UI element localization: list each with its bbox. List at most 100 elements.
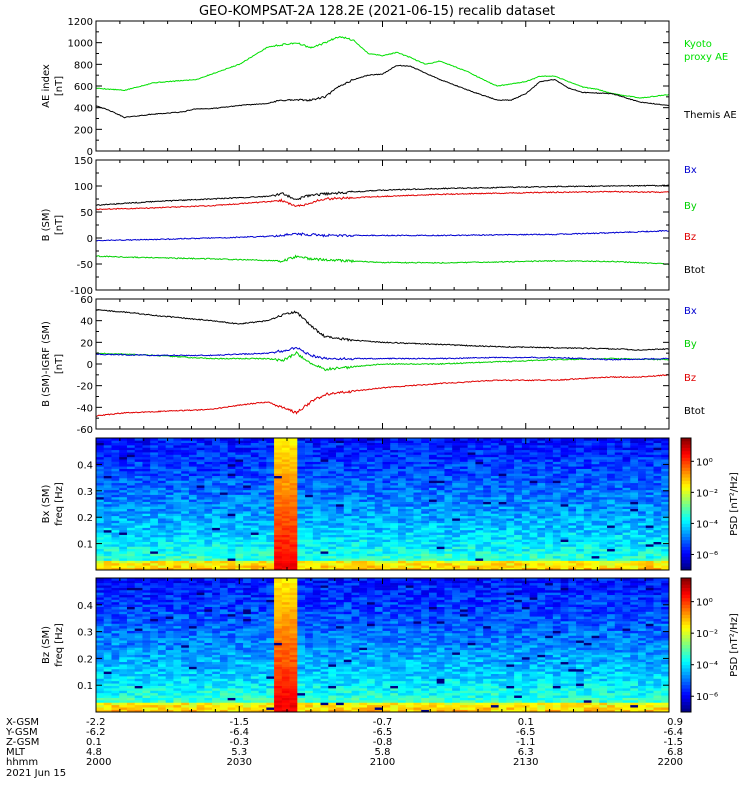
y-tick-label: 0.3 (77, 487, 93, 498)
spectrogram-cell (576, 529, 585, 533)
spectrogram-cell (126, 688, 136, 691)
spectrogram-cell (397, 471, 407, 474)
spectrogram-cell (196, 518, 205, 521)
spectrogram-cell (243, 471, 252, 474)
spectrogram-cell (599, 499, 608, 502)
spectrogram-cell (126, 565, 136, 568)
spectrogram-cell (165, 468, 174, 472)
spectrogram-cell (583, 560, 592, 564)
spectrogram-cell (227, 525, 236, 528)
spectrogram-cell (428, 555, 437, 559)
spectrogram-cell (560, 546, 569, 550)
spectrogram-cell (552, 442, 561, 446)
spectrogram-cell (150, 529, 159, 533)
spectrogram-cell (165, 445, 174, 448)
spectrogram-cell (142, 678, 151, 682)
spectrogram-cell (336, 494, 345, 498)
spectrogram-cell (552, 525, 561, 528)
spectrogram-cell (281, 456, 290, 460)
spectrogram-cell (490, 534, 499, 538)
spectrogram-cell (119, 647, 128, 651)
spectrogram-cell (599, 555, 608, 559)
spectrogram-cell (374, 508, 383, 512)
spectrogram-cell (467, 560, 476, 564)
series-line-bx (96, 309, 669, 351)
spectrogram-cell (305, 438, 314, 441)
spectrogram-cell (444, 529, 453, 533)
spectrogram-cell (181, 541, 190, 545)
spectrogram-cell (397, 468, 407, 472)
spectrogram-cell (250, 478, 259, 481)
spectrogram-cell (661, 473, 670, 477)
spectrogram-cell (173, 567, 182, 571)
spectrogram-cell (188, 537, 197, 540)
spectrogram-cell (475, 492, 484, 495)
spectrogram-cell (405, 459, 414, 462)
spectrogram-cell (119, 587, 128, 591)
spectrogram-cell (622, 501, 631, 505)
spectrogram-cell (653, 529, 662, 533)
spectrogram-cell (103, 511, 112, 514)
spectrogram-cell (235, 501, 244, 505)
spectrogram-cell (204, 532, 213, 535)
spectrogram-cell (374, 475, 383, 479)
spectrogram-cell (475, 440, 484, 444)
spectrogram-cell (529, 501, 538, 505)
spectrogram-cell (653, 560, 662, 564)
colorbar-frame (680, 437, 692, 571)
spectrogram-cell (661, 553, 670, 557)
spectrogram-cell (367, 525, 376, 528)
spectrogram-cell (374, 511, 383, 514)
spectrogram-cell (483, 499, 492, 502)
spectrogram-cell (568, 445, 577, 448)
spectrogram-cell (243, 513, 252, 517)
spectrogram-cell (630, 541, 639, 545)
spectrogram-cell (614, 551, 623, 554)
spectrogram-cell (227, 522, 236, 526)
spectrogram-cell (343, 555, 352, 559)
spectrogram-cell (521, 494, 530, 498)
spectrogram-cell (390, 473, 399, 477)
spectrogram-cell (421, 555, 430, 559)
spectrogram-cell (382, 440, 391, 444)
spectrogram-cell (599, 508, 608, 512)
spectrogram-cell (250, 489, 259, 493)
spectrogram-cell (219, 553, 228, 557)
spectrogram-cell (96, 697, 105, 701)
spectrogram-cell (591, 449, 600, 453)
spectrogram-cell (661, 555, 670, 559)
spectrogram-cell (289, 445, 298, 448)
spectrogram-cell (583, 537, 592, 540)
spectrogram-cell (405, 463, 414, 467)
spectrogram-cell (219, 551, 228, 554)
spectrogram-cell (258, 515, 267, 519)
spectrogram-cell (243, 537, 252, 540)
spectrogram-cell (219, 482, 228, 486)
spectrogram-cell (630, 525, 639, 528)
spectrogram-cell (529, 525, 538, 528)
spectrogram-cell (181, 529, 190, 533)
spectrogram-cell (126, 496, 136, 500)
spectrogram-cell (134, 513, 143, 517)
spectrogram-cell (157, 518, 166, 521)
spectrogram-cell (103, 520, 112, 524)
spectrogram-cell (150, 537, 159, 540)
spectrogram-cell (258, 501, 267, 505)
spectrogram-cell (444, 445, 453, 448)
spectrogram-cell (576, 520, 585, 524)
spectrogram-cell (591, 518, 600, 521)
spectrogram-cell (281, 567, 290, 571)
spectrogram-cell (126, 580, 136, 584)
spectrogram-cell (622, 466, 631, 469)
spectrogram-cell (397, 529, 407, 533)
colorbar-segment (681, 464, 691, 469)
series-line-kyoto-proxy-ae (96, 36, 669, 99)
spectrogram-cell (142, 685, 151, 689)
spectrogram-cell (328, 449, 337, 453)
spectrogram-cell (343, 532, 352, 535)
spectrogram-cell (382, 511, 391, 514)
spectrogram-cell (243, 480, 252, 484)
spectrogram-cell (119, 649, 128, 653)
spectrogram-cell (212, 454, 221, 458)
spectrogram-cell (645, 546, 654, 550)
